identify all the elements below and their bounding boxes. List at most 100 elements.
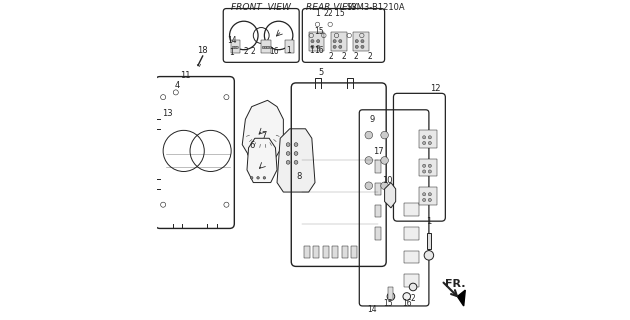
Text: 2: 2 bbox=[323, 9, 328, 18]
Polygon shape bbox=[457, 290, 466, 306]
Circle shape bbox=[232, 46, 234, 49]
Bar bbox=[427, 233, 432, 249]
Circle shape bbox=[381, 156, 389, 164]
Text: 13: 13 bbox=[163, 109, 173, 118]
Bar bbox=[420, 130, 437, 148]
Circle shape bbox=[355, 40, 358, 43]
Circle shape bbox=[410, 283, 417, 291]
Circle shape bbox=[428, 198, 432, 202]
Circle shape bbox=[269, 46, 272, 49]
Circle shape bbox=[403, 293, 411, 300]
Text: 9: 9 bbox=[369, 116, 375, 124]
Circle shape bbox=[251, 177, 253, 179]
Circle shape bbox=[317, 45, 320, 48]
Text: 2: 2 bbox=[353, 52, 358, 61]
Circle shape bbox=[265, 46, 267, 49]
Circle shape bbox=[257, 177, 260, 179]
Circle shape bbox=[294, 143, 298, 147]
Text: 15: 15 bbox=[314, 27, 324, 36]
Text: 17: 17 bbox=[373, 147, 384, 156]
Circle shape bbox=[263, 177, 266, 179]
Circle shape bbox=[236, 46, 238, 49]
Circle shape bbox=[248, 153, 250, 155]
Circle shape bbox=[333, 45, 336, 48]
Bar bbox=[323, 246, 329, 259]
Bar bbox=[331, 32, 346, 51]
Circle shape bbox=[333, 40, 336, 43]
Circle shape bbox=[262, 46, 265, 49]
Circle shape bbox=[260, 153, 263, 155]
Text: 15: 15 bbox=[383, 299, 392, 308]
Text: 1: 1 bbox=[315, 9, 320, 18]
Circle shape bbox=[234, 46, 236, 49]
Circle shape bbox=[339, 45, 342, 48]
Polygon shape bbox=[247, 138, 277, 183]
Bar bbox=[313, 246, 319, 259]
Bar bbox=[304, 246, 309, 259]
Circle shape bbox=[254, 153, 256, 155]
Bar bbox=[342, 246, 348, 259]
Text: 2 15: 2 15 bbox=[328, 9, 345, 18]
Bar bbox=[404, 274, 420, 287]
Circle shape bbox=[423, 136, 426, 139]
Text: 4: 4 bbox=[175, 81, 180, 90]
Text: 2: 2 bbox=[411, 294, 415, 303]
Text: 1: 1 bbox=[309, 46, 314, 55]
Text: 5: 5 bbox=[319, 68, 324, 77]
Bar bbox=[309, 32, 324, 51]
Circle shape bbox=[266, 46, 269, 49]
Polygon shape bbox=[384, 183, 396, 208]
Bar bbox=[388, 287, 392, 300]
Text: 11: 11 bbox=[180, 71, 190, 80]
Text: 2: 2 bbox=[341, 52, 346, 61]
Circle shape bbox=[423, 193, 426, 196]
Text: 18: 18 bbox=[197, 46, 208, 55]
Circle shape bbox=[311, 45, 314, 48]
Text: FRONT  VIEW: FRONT VIEW bbox=[231, 3, 291, 12]
Text: 14: 14 bbox=[367, 305, 377, 314]
Polygon shape bbox=[242, 100, 284, 160]
Circle shape bbox=[387, 293, 395, 300]
Text: 12: 12 bbox=[430, 84, 440, 93]
Circle shape bbox=[428, 136, 432, 139]
Circle shape bbox=[365, 182, 372, 189]
Bar bbox=[261, 40, 272, 53]
Bar bbox=[333, 246, 338, 259]
Bar bbox=[352, 246, 357, 259]
Text: 1: 1 bbox=[286, 46, 290, 55]
Bar bbox=[404, 227, 420, 239]
Text: 2: 2 bbox=[368, 52, 372, 61]
Text: 2: 2 bbox=[251, 47, 256, 56]
Text: 1: 1 bbox=[427, 217, 432, 226]
Polygon shape bbox=[277, 129, 315, 192]
Circle shape bbox=[423, 198, 426, 202]
Bar bbox=[420, 187, 437, 205]
Circle shape bbox=[423, 170, 426, 173]
Bar bbox=[231, 40, 240, 53]
Circle shape bbox=[311, 40, 314, 43]
Bar bbox=[404, 251, 420, 263]
Circle shape bbox=[286, 143, 290, 147]
Text: 1: 1 bbox=[229, 48, 234, 57]
Bar bbox=[375, 205, 381, 217]
Circle shape bbox=[294, 160, 298, 164]
Circle shape bbox=[365, 131, 372, 139]
Circle shape bbox=[381, 131, 389, 139]
Circle shape bbox=[423, 141, 426, 145]
Circle shape bbox=[424, 251, 433, 260]
Circle shape bbox=[365, 156, 372, 164]
Circle shape bbox=[428, 193, 432, 196]
Circle shape bbox=[317, 40, 320, 43]
Text: 16: 16 bbox=[402, 299, 411, 308]
Text: REAR VIEW: REAR VIEW bbox=[306, 3, 356, 12]
Circle shape bbox=[423, 164, 426, 167]
Text: S3M3-B1210A: S3M3-B1210A bbox=[346, 3, 405, 12]
Circle shape bbox=[294, 152, 298, 155]
Text: 14: 14 bbox=[227, 36, 237, 45]
Circle shape bbox=[361, 45, 364, 48]
Text: FR.: FR. bbox=[445, 279, 465, 289]
Circle shape bbox=[428, 141, 432, 145]
Bar bbox=[375, 183, 381, 195]
Text: 16: 16 bbox=[269, 47, 278, 56]
Bar bbox=[375, 227, 381, 239]
